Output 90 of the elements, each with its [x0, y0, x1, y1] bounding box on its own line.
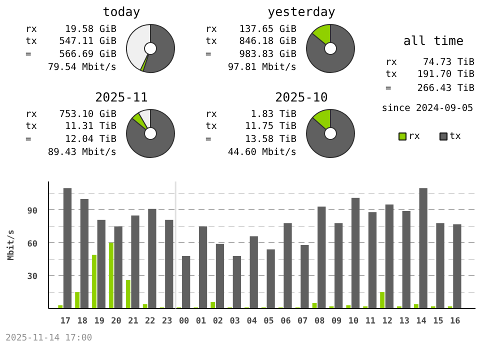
text: rx 137.65 GiB — [206, 24, 297, 35]
bar — [318, 206, 326, 308]
y-tick-label: 30 — [27, 272, 38, 282]
text: 44.60 Mbit/s — [228, 147, 297, 158]
text: = 13.58 TiB — [206, 134, 297, 145]
bar — [346, 305, 351, 308]
y-tick-label: 60 — [27, 239, 38, 250]
bar — [216, 244, 224, 308]
chart-title: 2025-10 — [275, 90, 328, 104]
x-tick-label: 07 — [298, 316, 308, 326]
bar — [385, 204, 394, 308]
x-tick-label: 05 — [264, 316, 274, 326]
bar — [436, 223, 444, 308]
text: 89.43 Mbit/s — [48, 147, 117, 158]
text: 2025-11-14 17:00 — [6, 334, 92, 344]
x-tick-label: 08 — [314, 316, 325, 326]
bar — [284, 223, 292, 308]
bar — [210, 302, 216, 308]
x-tick-label: 01 — [196, 316, 206, 326]
bar — [453, 224, 462, 308]
bar — [108, 242, 114, 308]
x-tick-label: 02 — [212, 316, 224, 326]
text: rx 1.83 TiB — [206, 109, 297, 120]
text: since 2024-09-05 — [382, 103, 474, 114]
bar — [63, 188, 72, 308]
x-tick-label: 17 — [60, 316, 71, 326]
bar — [131, 215, 140, 308]
x-tick-label: 03 — [230, 316, 240, 326]
text: tx 846.18 GiB — [206, 36, 297, 47]
x-tick-label: 04 — [246, 316, 257, 326]
bar — [114, 226, 122, 308]
bar — [250, 236, 258, 308]
legend-label: tx — [450, 131, 462, 142]
text: tx 11.31 TiB — [26, 121, 117, 132]
x-tick-label: 20 — [111, 316, 122, 326]
text: tx 191.70 TiB — [386, 69, 475, 80]
bar — [380, 292, 385, 308]
x-tick-label: 22 — [145, 316, 156, 326]
text: tx 11.75 TiB — [206, 121, 297, 132]
bar — [334, 223, 343, 308]
text: 79.54 Mbit/s — [48, 62, 117, 73]
bar — [419, 188, 428, 308]
text: rx 19.58 GiB — [26, 24, 117, 35]
bar — [368, 212, 377, 308]
x-tick-label: 14 — [416, 316, 426, 326]
bar — [92, 254, 96, 308]
bar — [165, 220, 174, 308]
bar — [266, 249, 275, 308]
bar — [142, 304, 148, 308]
text: = 266.43 TiB — [386, 83, 475, 94]
x-tick-label: 06 — [280, 316, 291, 326]
text: rx 753.10 GiB — [26, 109, 117, 120]
bar — [182, 256, 190, 308]
x-tick-label: 18 — [77, 316, 88, 326]
x-tick-label: 21 — [128, 316, 138, 326]
text: = 983.83 GiB — [206, 49, 297, 60]
x-tick-label: 11 — [365, 316, 376, 326]
bar — [80, 199, 88, 308]
bar — [232, 256, 241, 308]
bar — [97, 220, 106, 308]
x-tick-label: 13 — [399, 316, 410, 326]
text: = 566.69 GiB — [26, 49, 117, 60]
bar — [351, 198, 360, 308]
bar — [300, 245, 309, 308]
x-tick-label: 00 — [178, 316, 190, 326]
x-tick-label: 09 — [331, 316, 342, 326]
bar — [58, 305, 63, 308]
bar — [126, 280, 130, 308]
bar — [198, 226, 208, 308]
text: tx 547.11 GiB — [26, 36, 117, 47]
bar — [75, 292, 80, 308]
bar — [148, 208, 156, 308]
legend-label: rx — [408, 131, 420, 142]
x-tick-label: 10 — [348, 316, 359, 326]
bar — [414, 304, 418, 308]
text: 97.81 Mbit/s — [228, 62, 297, 73]
text: rx 74.73 TiB — [386, 57, 475, 68]
y-tick-label: 90 — [27, 206, 38, 216]
y-axis-title: Mbit/s — [6, 230, 16, 260]
x-tick-label: 15 — [433, 316, 444, 326]
x-tick-label: 16 — [450, 316, 460, 326]
chart-title: 2025-11 — [95, 90, 148, 104]
x-tick-label: 23 — [162, 316, 172, 326]
text: = 12.04 TiB — [26, 134, 117, 145]
x-tick-label: 19 — [94, 316, 104, 326]
text: all time — [403, 33, 464, 48]
chart-title: yesterday — [268, 4, 336, 19]
bar — [402, 211, 410, 308]
chart-title: today — [102, 4, 141, 19]
x-tick-label: 12 — [382, 316, 393, 326]
